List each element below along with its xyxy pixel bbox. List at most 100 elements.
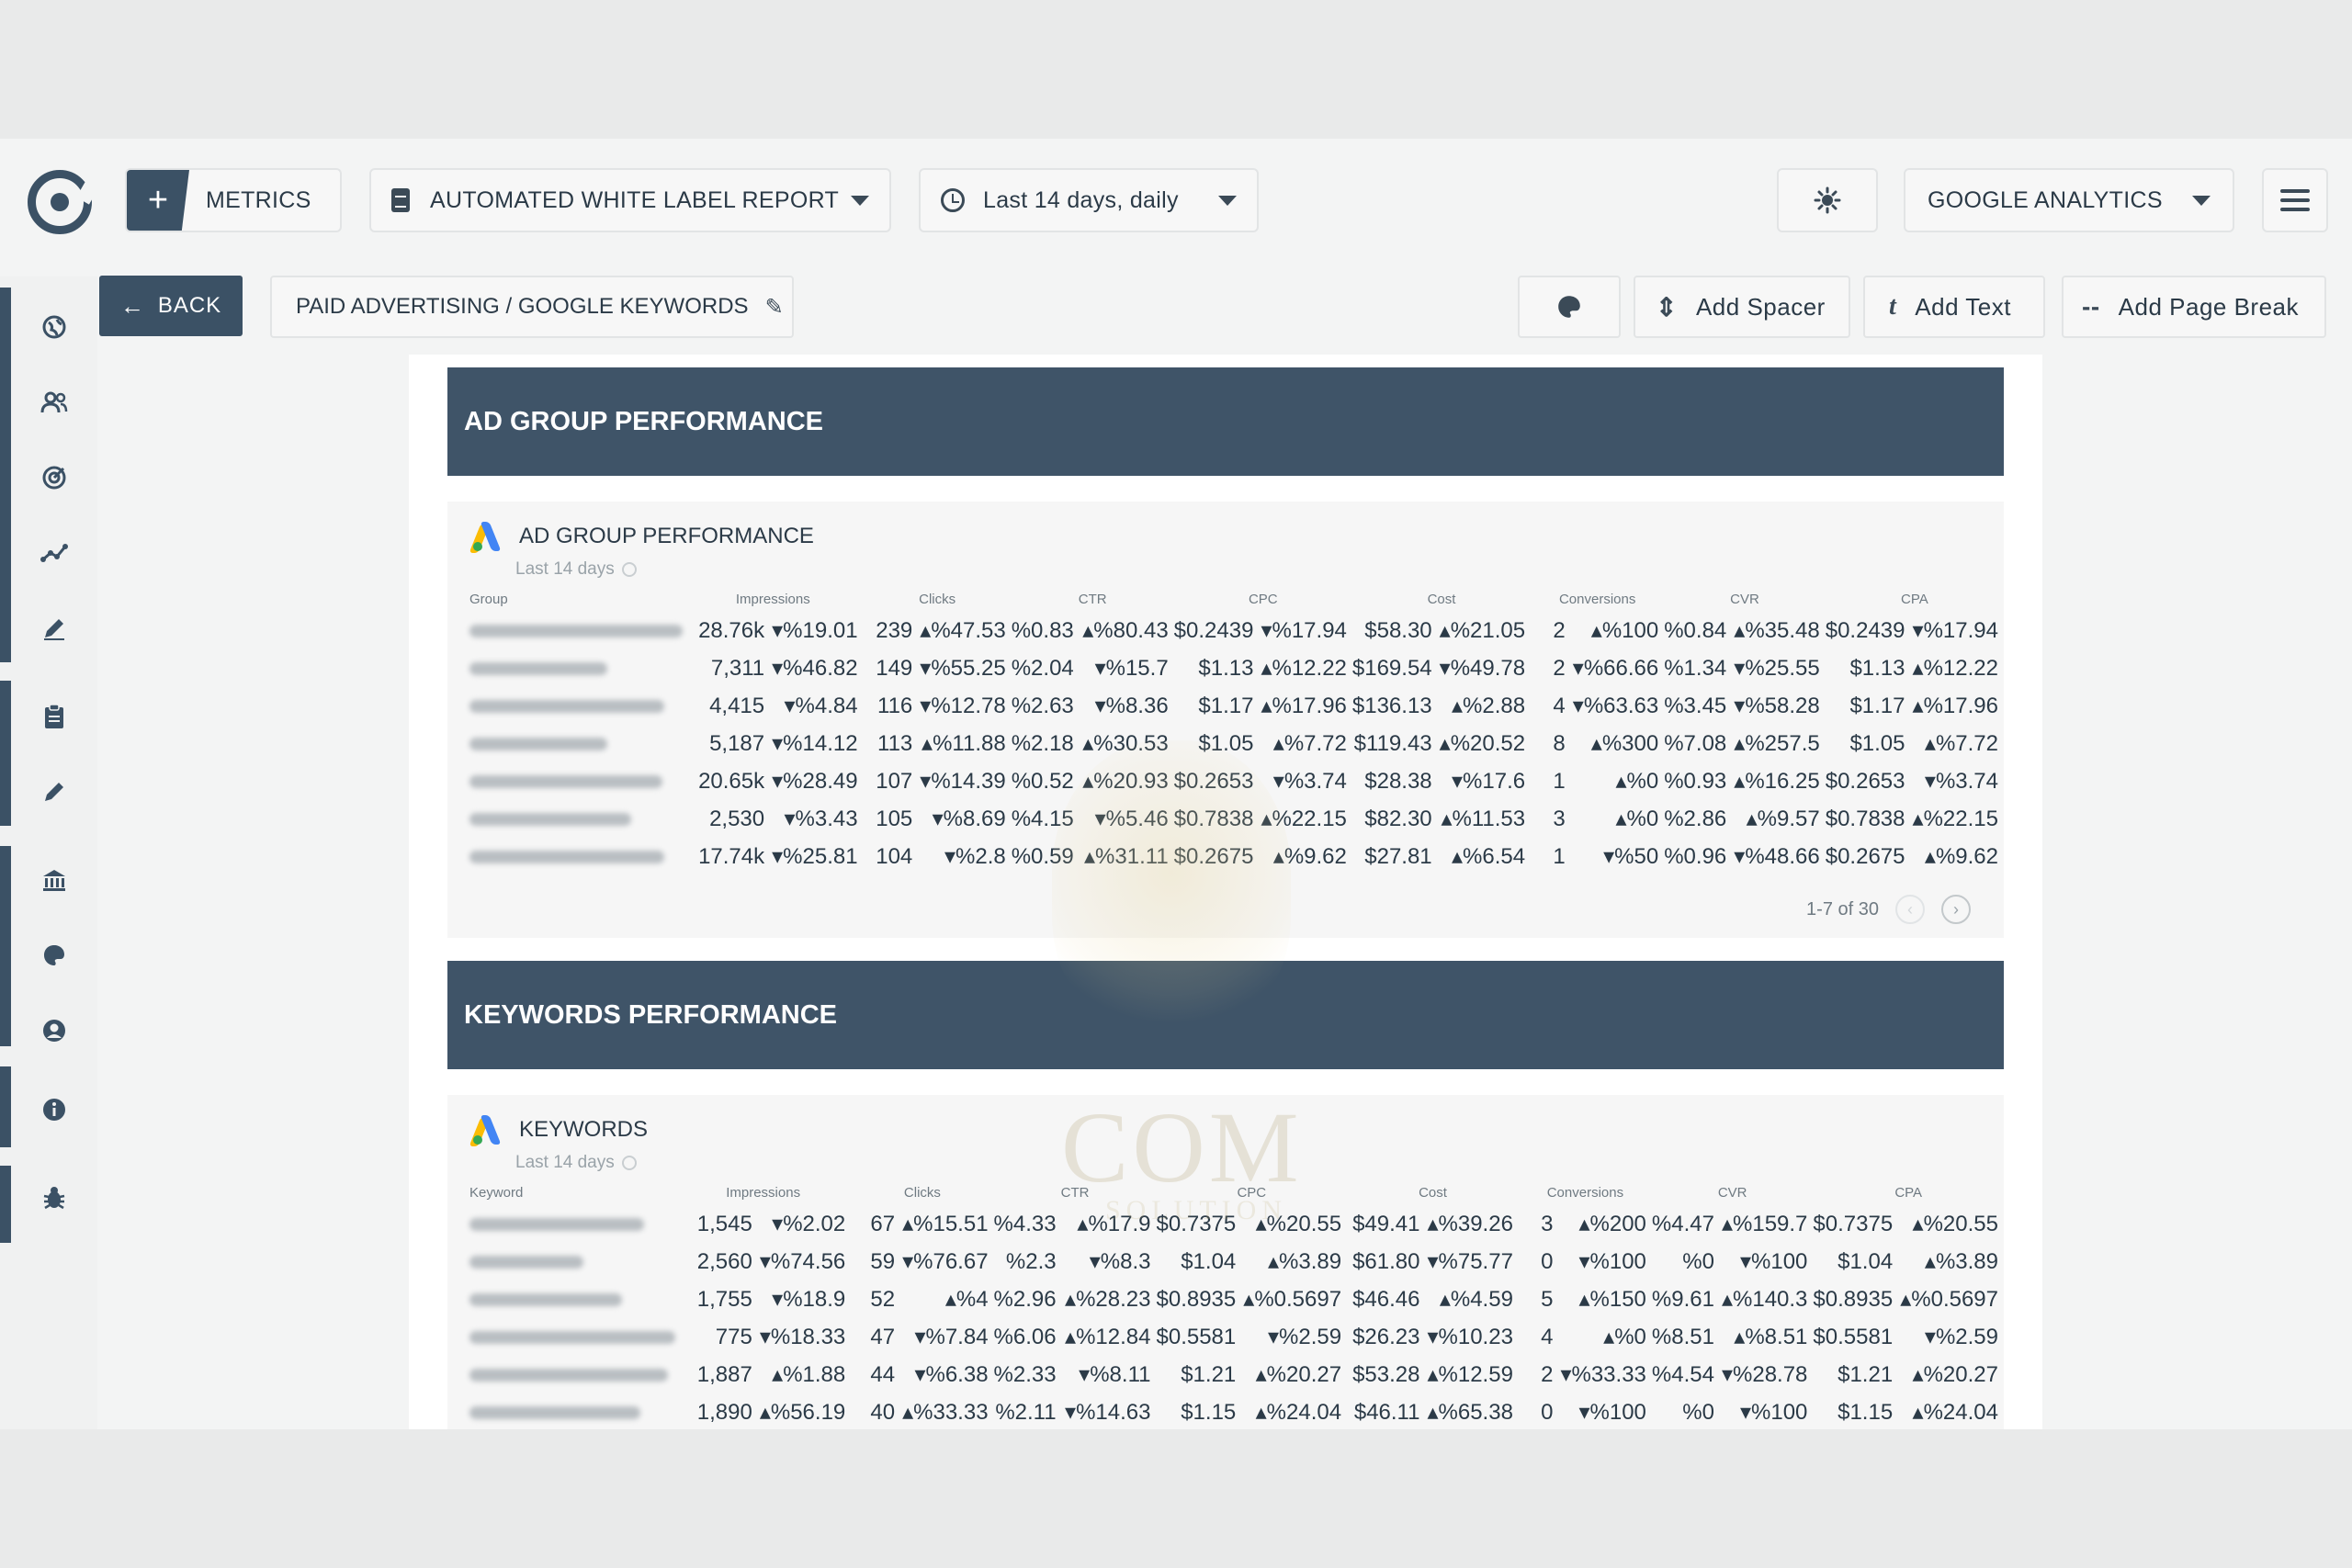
column-header[interactable]: Group xyxy=(469,591,508,607)
column-header[interactable]: CPA xyxy=(1894,1184,1923,1201)
ctr-change: ▴%17.9 xyxy=(1077,1212,1151,1236)
bank-icon[interactable] xyxy=(40,866,68,894)
data-source-label: GOOGLE ANALYTICS xyxy=(1928,186,2163,213)
prev-page-icon[interactable]: ‹ xyxy=(1895,895,1925,924)
palette-icon[interactable] xyxy=(40,942,68,969)
column-header[interactable]: Impressions xyxy=(726,1184,801,1201)
column-header[interactable]: Keyword xyxy=(469,1184,524,1201)
column-header[interactable]: Cost xyxy=(1419,1184,1447,1201)
analytics-icon[interactable] xyxy=(40,539,68,567)
data-source-select[interactable]: GOOGLE ANALYTICS xyxy=(1904,168,2234,232)
impr-value: 2,530 xyxy=(709,806,765,831)
column-header[interactable]: CVR xyxy=(1730,591,1759,607)
menu-button[interactable] xyxy=(2262,168,2328,232)
table-row[interactable]: 2,530 ▾%3.43 105 ▾%8.69 %4.15 ▾%5.46 $0.7838 ▴%… xyxy=(469,800,2004,838)
column-header[interactable]: Conversions xyxy=(1558,591,1636,607)
table-row[interactable]: 5,187 ▾%14.12 113 ▴%11.88 %2.18 ▴%30.53 $1.05 ▴… xyxy=(469,725,2004,762)
column-header[interactable]: CVR xyxy=(1717,1184,1747,1201)
clipboard-icon[interactable] xyxy=(40,703,68,730)
ctr-change: ▴%28.23 xyxy=(1065,1287,1151,1312)
date-range-select[interactable]: Last 14 days, daily xyxy=(919,168,1259,232)
clicks-value: 47 xyxy=(870,1324,896,1349)
sidebar xyxy=(0,276,97,1429)
back-button[interactable]: ← BACK xyxy=(99,276,243,336)
column-header[interactable]: Clicks xyxy=(903,1184,941,1201)
ctr-value: %2.04 xyxy=(1011,655,1074,681)
metrics-button[interactable]: + METRICS xyxy=(125,168,342,232)
table-row[interactable]: 17.74k ▾%25.81 104 ▾%2.8 %0.59 ▴%31.11 $0.2675… xyxy=(469,838,2004,875)
cpa-value: $1.17 xyxy=(1849,693,1905,718)
table-row[interactable]: 1,545 ▾%2.02 67 ▴%15.51 %4.33 ▴%17.9 $0.7375 ▴%… xyxy=(469,1205,2004,1243)
cpc-value: $0.2653 xyxy=(1173,768,1254,794)
column-header[interactable]: CTR xyxy=(1060,1184,1090,1201)
column-header[interactable]: CTR xyxy=(1078,591,1107,607)
globe-icon[interactable] xyxy=(40,313,68,341)
clicks-change: ▴%4 xyxy=(944,1287,989,1312)
cost-change: ▴%4.59 xyxy=(1439,1287,1513,1312)
impr-value: 1,545 xyxy=(696,1211,752,1236)
text-icon: t xyxy=(1889,292,1897,321)
table-row[interactable]: 20.65k ▾%28.49 107 ▾%14.39 %0.52 ▴%20.93 $0.26… xyxy=(469,762,2004,800)
cpc-change: ▴%9.62 xyxy=(1272,844,1347,869)
account-icon[interactable] xyxy=(40,1017,68,1044)
clicks-change: ▾%2.8 xyxy=(944,844,1006,869)
info-icon[interactable] xyxy=(40,1096,68,1123)
impr-change: ▾%3.43 xyxy=(784,807,858,831)
bug-icon[interactable] xyxy=(40,1184,68,1212)
pencil-icon[interactable]: ✎ xyxy=(764,294,784,320)
impr-value: 1,755 xyxy=(696,1286,752,1312)
clicks-value: 107 xyxy=(876,768,913,794)
ctr-change: ▴%30.53 xyxy=(1082,731,1169,756)
theme-button[interactable] xyxy=(1777,168,1878,232)
users-icon[interactable] xyxy=(40,389,68,416)
edit-icon[interactable] xyxy=(40,615,68,642)
conv-change: ▾%50 xyxy=(1603,844,1659,869)
section-path[interactable]: PAID ADVERTISING / GOOGLE KEYWORDS ✎ xyxy=(270,276,794,338)
add-spacer-button[interactable]: ⇕ Add Spacer xyxy=(1634,276,1850,338)
redacted-label xyxy=(469,612,683,649)
impr-value: 2,560 xyxy=(696,1248,752,1274)
column-header[interactable]: CPC xyxy=(1237,1184,1267,1201)
column-header[interactable]: CPC xyxy=(1248,591,1278,607)
report-select[interactable]: AUTOMATED WHITE LABEL REPORT xyxy=(369,168,891,232)
column-header[interactable]: Impressions xyxy=(735,591,810,607)
ctr-value: %2.96 xyxy=(993,1286,1057,1312)
ctr-value: %2.11 xyxy=(995,1399,1057,1425)
redacted-label xyxy=(469,1318,675,1356)
table-row[interactable]: 28.76k ▾%19.01 239 ▴%47.53 %0.83 ▴%80.43 $0.24… xyxy=(469,612,2004,649)
ctr-value: %2.18 xyxy=(1011,730,1074,756)
clicks-change: ▴%11.88 xyxy=(922,731,1006,756)
column-header[interactable]: Clicks xyxy=(919,591,956,607)
section-theme-button[interactable] xyxy=(1518,276,1621,338)
table-row[interactable]: 7,311 ▾%46.82 149 ▾%55.25 %2.04 ▾%15.7 $1.13 ▴%… xyxy=(469,649,2004,687)
table-row[interactable]: 775 ▾%18.33 47 ▾%7.84 %6.06 ▴%12.84 $0.5581 ▾%2… xyxy=(469,1318,2004,1356)
clicks-value: 52 xyxy=(870,1286,896,1312)
clicks-value: 59 xyxy=(870,1248,896,1274)
cpa-value: $0.2439 xyxy=(1825,617,1905,643)
table-row[interactable]: 1,887 ▴%1.88 44 ▾%6.38 %2.33 ▾%8.11 $1.21 ▴%20.… xyxy=(469,1356,2004,1393)
cpa-value: $1.13 xyxy=(1849,655,1905,681)
cost-value: $28.38 xyxy=(1364,768,1432,794)
app-logo[interactable] xyxy=(28,170,98,234)
cpc-value: $0.2675 xyxy=(1173,843,1254,869)
target-icon[interactable] xyxy=(40,464,68,491)
cpa-change: ▾%17.94 xyxy=(1912,618,1998,643)
brush-icon[interactable] xyxy=(40,778,68,806)
table-row[interactable]: 4,415 ▾%4.84 116 ▾%12.78 %2.63 ▾%8.36 $1.17 ▴%1… xyxy=(469,687,2004,725)
ctr-value: %2.63 xyxy=(1011,693,1074,718)
hamburger-icon xyxy=(2280,189,2310,193)
add-page-break-button[interactable]: -- Add Page Break xyxy=(2062,276,2326,338)
column-header[interactable]: CPA xyxy=(1901,591,1928,607)
cpc-value: $0.7375 xyxy=(1156,1211,1237,1236)
impr-value: 28.76k xyxy=(698,617,765,643)
column-header[interactable]: Cost xyxy=(1427,591,1456,607)
table-row[interactable]: 1,755 ▾%18.9 52 ▴%4 %2.96 ▴%28.23 $0.8935 ▴%0.5… xyxy=(469,1280,2004,1318)
table-row[interactable]: 1,890 ▴%56.19 40 ▴%33.33 %2.11 ▾%14.63 $1.15 ▴%… xyxy=(469,1393,2004,1429)
impr-change: ▾%74.56 xyxy=(759,1249,846,1274)
add-text-button[interactable]: t Add Text xyxy=(1863,276,2045,338)
table-row[interactable]: 2,560 ▾%74.56 59 ▾%76.67 %2.3 ▾%8.3 $1.04 ▴%3.8… xyxy=(469,1243,2004,1280)
redacted-label xyxy=(469,649,683,687)
column-header[interactable]: Conversions xyxy=(1546,1184,1624,1201)
conv-value: 2 xyxy=(1553,617,1566,643)
next-page-icon[interactable]: › xyxy=(1941,895,1971,924)
